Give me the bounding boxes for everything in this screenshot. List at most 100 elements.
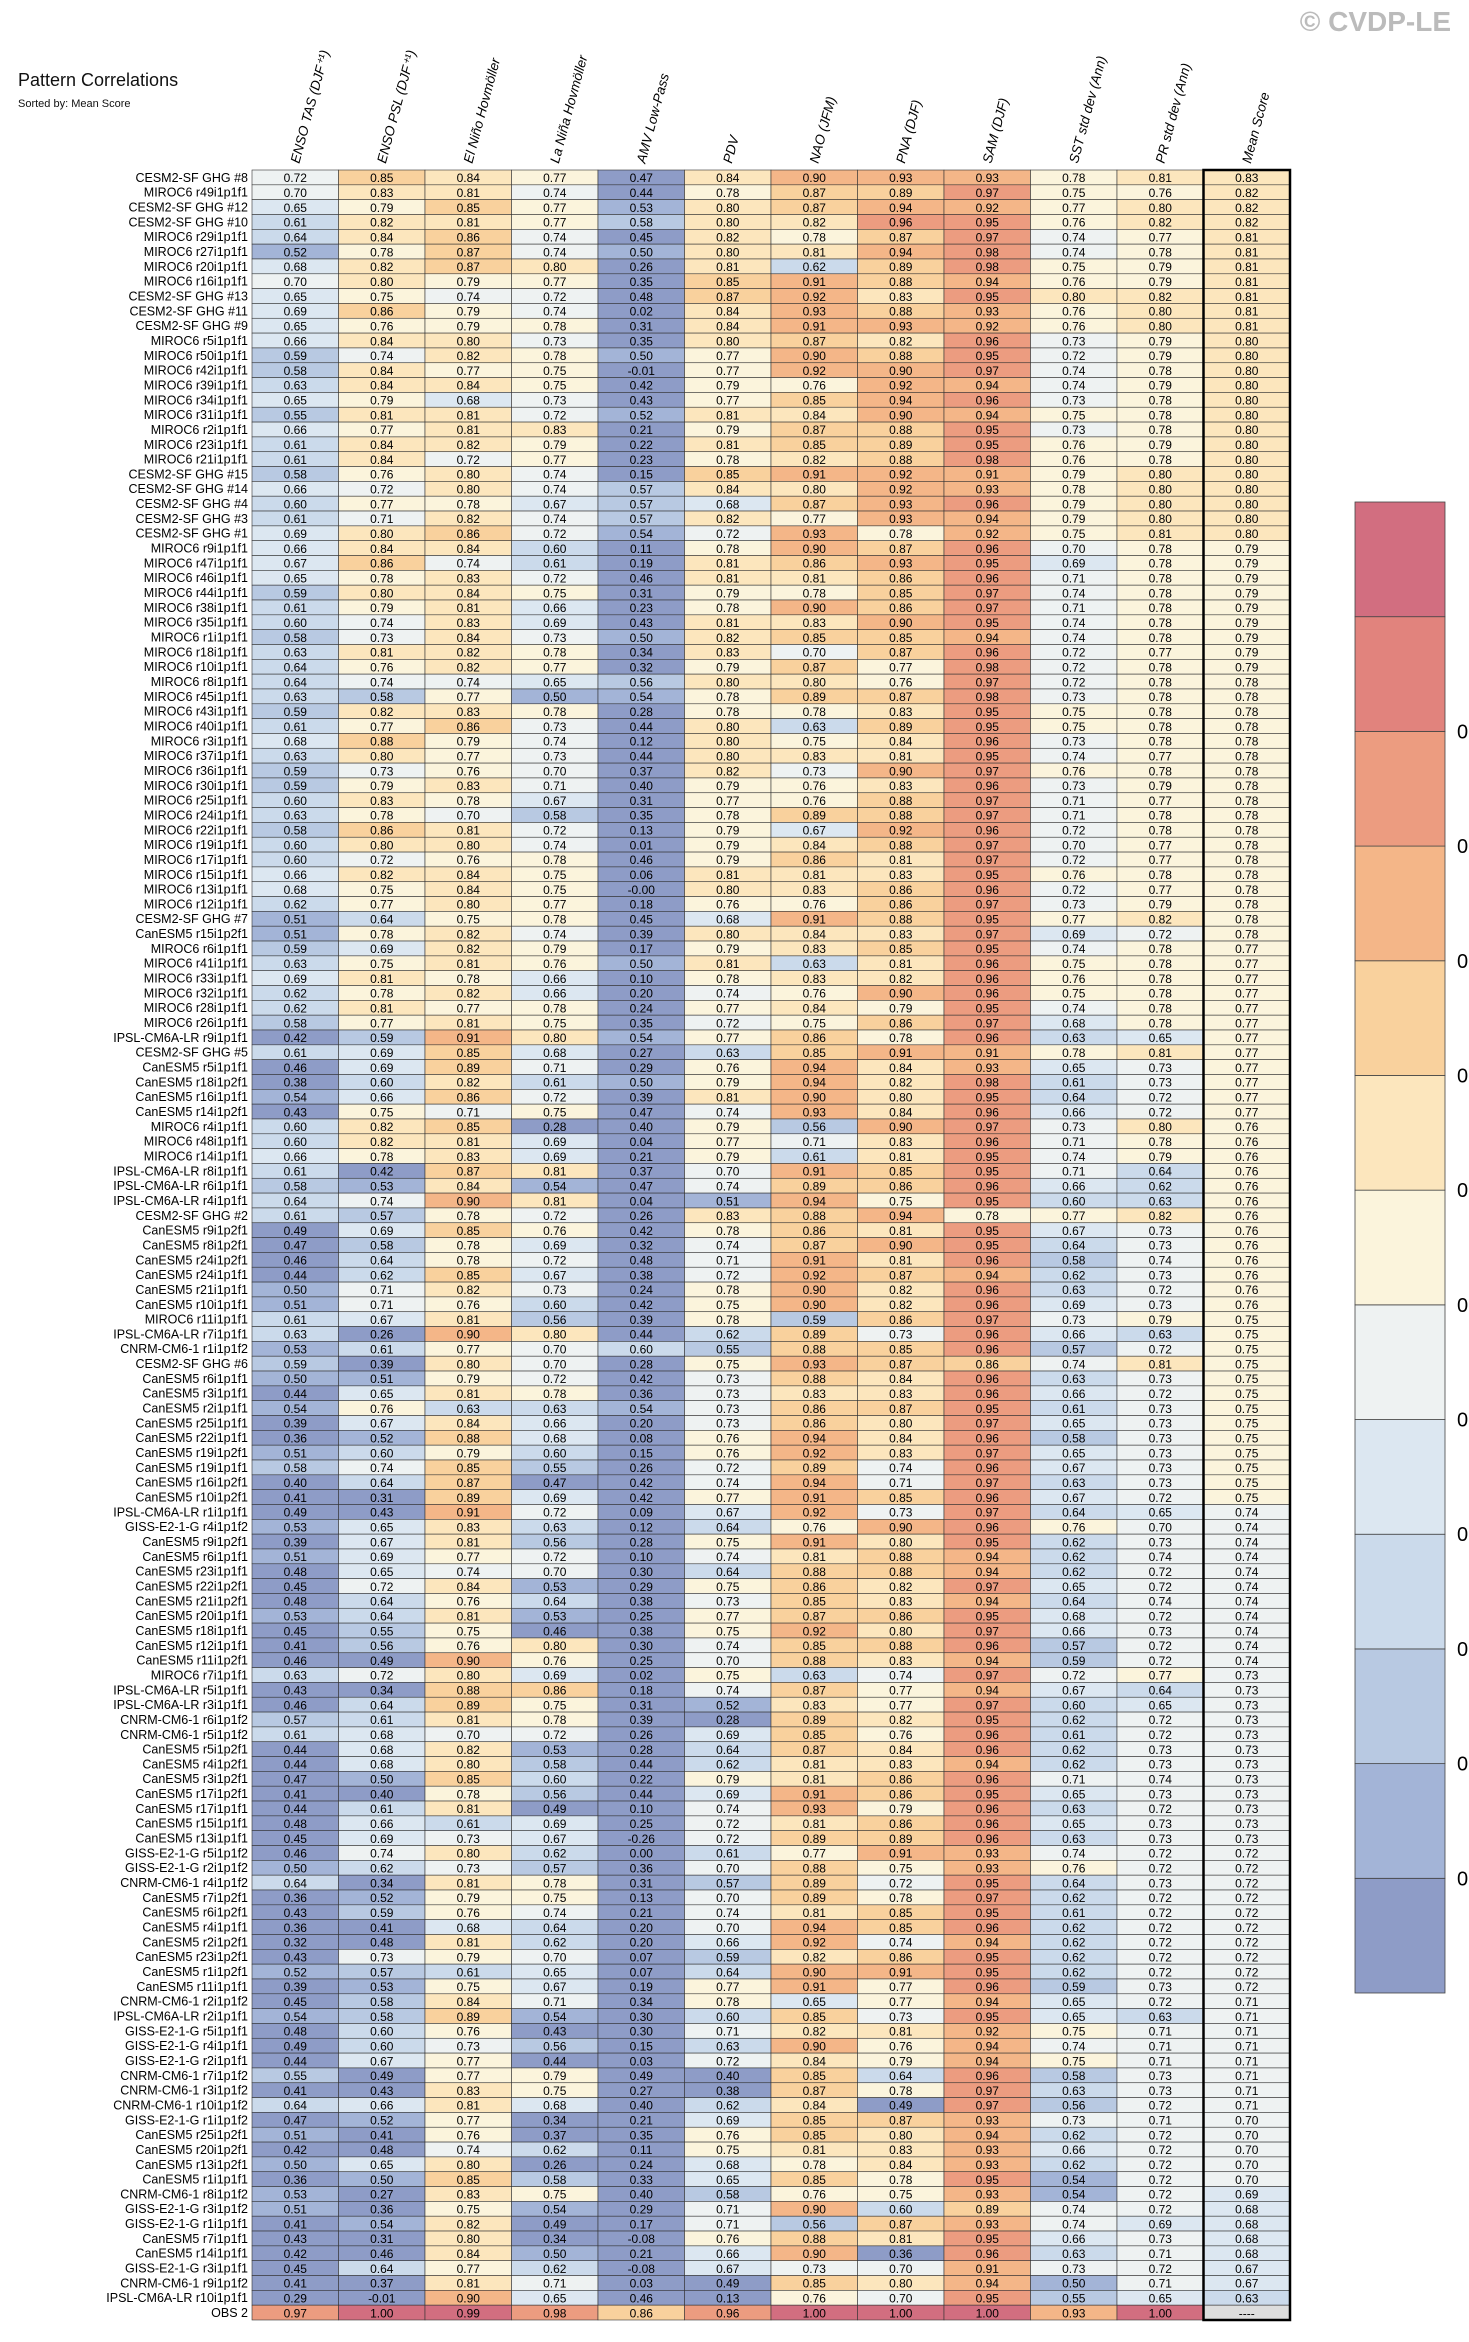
cell-value: 0.93 bbox=[976, 305, 1000, 319]
cell-value: 0.83 bbox=[889, 1135, 913, 1149]
cell-value: 0.71 bbox=[716, 1254, 740, 1268]
cell-value: 0.72 bbox=[1149, 1728, 1173, 1742]
cell-value: 0.79 bbox=[1235, 631, 1259, 645]
cell-value: 0.80 bbox=[370, 527, 394, 541]
cell-value: 0.78 bbox=[716, 705, 740, 719]
cell-value: 0.44 bbox=[630, 720, 654, 734]
cell-value: 0.48 bbox=[630, 1254, 654, 1268]
cell-value: 0.80 bbox=[370, 838, 394, 852]
cell-value: 0.96 bbox=[976, 646, 1000, 660]
cell-value: 0.52 bbox=[630, 408, 654, 422]
cell-value: 0.47 bbox=[630, 171, 654, 185]
cell-value: 0.56 bbox=[370, 1639, 394, 1653]
column-header: PNA (DJF) bbox=[893, 98, 924, 164]
row-label: MIROC6 r46i1p1f1 bbox=[144, 571, 248, 585]
cell-value: 0.71 bbox=[1149, 2025, 1173, 2039]
cell-value: 0.68 bbox=[370, 1758, 394, 1772]
cell-value: 0.72 bbox=[1149, 2203, 1173, 2217]
cell-value: 0.92 bbox=[803, 1624, 827, 1638]
cell-value: 0.80 bbox=[370, 275, 394, 289]
cell-value: 0.73 bbox=[457, 2039, 481, 2053]
cell-value: 0.56 bbox=[543, 1535, 567, 1549]
cell-value: 0.43 bbox=[284, 1950, 308, 1964]
row-label: MIROC6 r47i1p1f1 bbox=[144, 556, 248, 570]
cell-value: 0.82 bbox=[457, 646, 481, 660]
cell-value: 0.31 bbox=[370, 1491, 394, 1505]
cell-value: 0.71 bbox=[1062, 1773, 1086, 1787]
cell-value: 0.66 bbox=[716, 2247, 740, 2261]
cell-value: 0.94 bbox=[976, 379, 1000, 393]
cell-value: 0.83 bbox=[803, 883, 827, 897]
cell-value: 0.76 bbox=[716, 1432, 740, 1446]
cell-value: 0.35 bbox=[630, 275, 654, 289]
cell-value: 0.71 bbox=[803, 1135, 827, 1149]
cell-value: 0.48 bbox=[284, 2025, 308, 2039]
cell-value: 0.69 bbox=[1235, 2188, 1259, 2202]
column-header: Mean Score bbox=[1239, 91, 1272, 165]
cell-value: 0.72 bbox=[1062, 883, 1086, 897]
row-label: MIROC6 r31i1p1f1 bbox=[144, 408, 248, 422]
cell-value: 0.86 bbox=[889, 1817, 913, 1831]
cell-value: 0.77 bbox=[889, 1995, 913, 2009]
cell-value: 0.73 bbox=[716, 1387, 740, 1401]
cell-value: 0.71 bbox=[1062, 794, 1086, 808]
cell-value: 0.19 bbox=[630, 557, 654, 571]
cell-value: 0.60 bbox=[370, 2025, 394, 2039]
column-header: PR std dev (Ann) bbox=[1153, 62, 1194, 165]
cell-value: 0.83 bbox=[457, 779, 481, 793]
cell-value: 0.78 bbox=[1149, 957, 1173, 971]
cell-value: 0.81 bbox=[457, 1713, 481, 1727]
cell-value: 0.44 bbox=[284, 1758, 308, 1772]
cell-value: 0.85 bbox=[457, 1461, 481, 1475]
cell-value: 0.31 bbox=[630, 586, 654, 600]
cell-value: 0.78 bbox=[543, 319, 567, 333]
cell-value: 0.98 bbox=[976, 690, 1000, 704]
cell-value: 0.95 bbox=[976, 349, 1000, 363]
cell-value: 0.97 bbox=[976, 809, 1000, 823]
cell-value: 0.71 bbox=[1149, 2039, 1173, 2053]
cell-value: 0.67 bbox=[716, 1506, 740, 1520]
cell-value: 0.50 bbox=[284, 2158, 308, 2172]
cell-value: 0.86 bbox=[803, 1224, 827, 1238]
row-label: CNRM-CM6-1 r1i1p1f2 bbox=[120, 1342, 248, 1356]
row-label: MIROC6 r32i1p1f1 bbox=[144, 986, 248, 1000]
cell-value: 0.98 bbox=[976, 453, 1000, 467]
cell-value: 0.84 bbox=[370, 230, 394, 244]
cell-value: 0.75 bbox=[543, 364, 567, 378]
cell-value: 0.84 bbox=[370, 438, 394, 452]
cell-value: 0.77 bbox=[1149, 794, 1173, 808]
row-label: GISS-E2-1-G r3i1p1f2 bbox=[125, 2202, 248, 2216]
cell-value: 0.71 bbox=[543, 1061, 567, 1075]
cell-value: 0.84 bbox=[803, 2099, 827, 2113]
cell-value: 0.58 bbox=[630, 216, 654, 230]
colorbar-swatch bbox=[1354, 1533, 1446, 1650]
cell-value: 0.77 bbox=[457, 2262, 481, 2276]
cell-value: 0.74 bbox=[716, 1550, 740, 1564]
cell-value: 0.77 bbox=[716, 364, 740, 378]
cell-value: 0.84 bbox=[457, 868, 481, 882]
cell-value: 0.86 bbox=[889, 1950, 913, 1964]
cell-value: 0.83 bbox=[716, 646, 740, 660]
cell-value: 0.73 bbox=[889, 2010, 913, 2024]
cell-value: 0.72 bbox=[1149, 2099, 1173, 2113]
cell-value: 0.78 bbox=[1235, 764, 1259, 778]
cell-value: 0.87 bbox=[803, 1684, 827, 1698]
cell-value: 0.61 bbox=[284, 1046, 308, 1060]
cell-value: 0.82 bbox=[889, 1580, 913, 1594]
cell-value: 0.77 bbox=[716, 394, 740, 408]
cell-value: 0.35 bbox=[630, 334, 654, 348]
cell-value: 0.54 bbox=[630, 527, 654, 541]
cell-value: 0.95 bbox=[976, 1713, 1000, 1727]
cell-value: 0.95 bbox=[976, 557, 1000, 571]
cell-value: 0.59 bbox=[370, 1906, 394, 1920]
colorbar-tick-label: 0.95 bbox=[1457, 836, 1469, 858]
cell-value: 0.66 bbox=[1062, 1387, 1086, 1401]
cell-value: 0.03 bbox=[630, 2054, 654, 2068]
cell-value: 0.74 bbox=[1062, 245, 1086, 259]
cell-value: 0.60 bbox=[370, 1076, 394, 1090]
cell-value: 0.75 bbox=[370, 883, 394, 897]
cell-value: 0.82 bbox=[457, 927, 481, 941]
chart-title: Pattern Correlations bbox=[18, 70, 179, 90]
cell-value: 0.91 bbox=[803, 1491, 827, 1505]
cell-value: 0.83 bbox=[889, 868, 913, 882]
